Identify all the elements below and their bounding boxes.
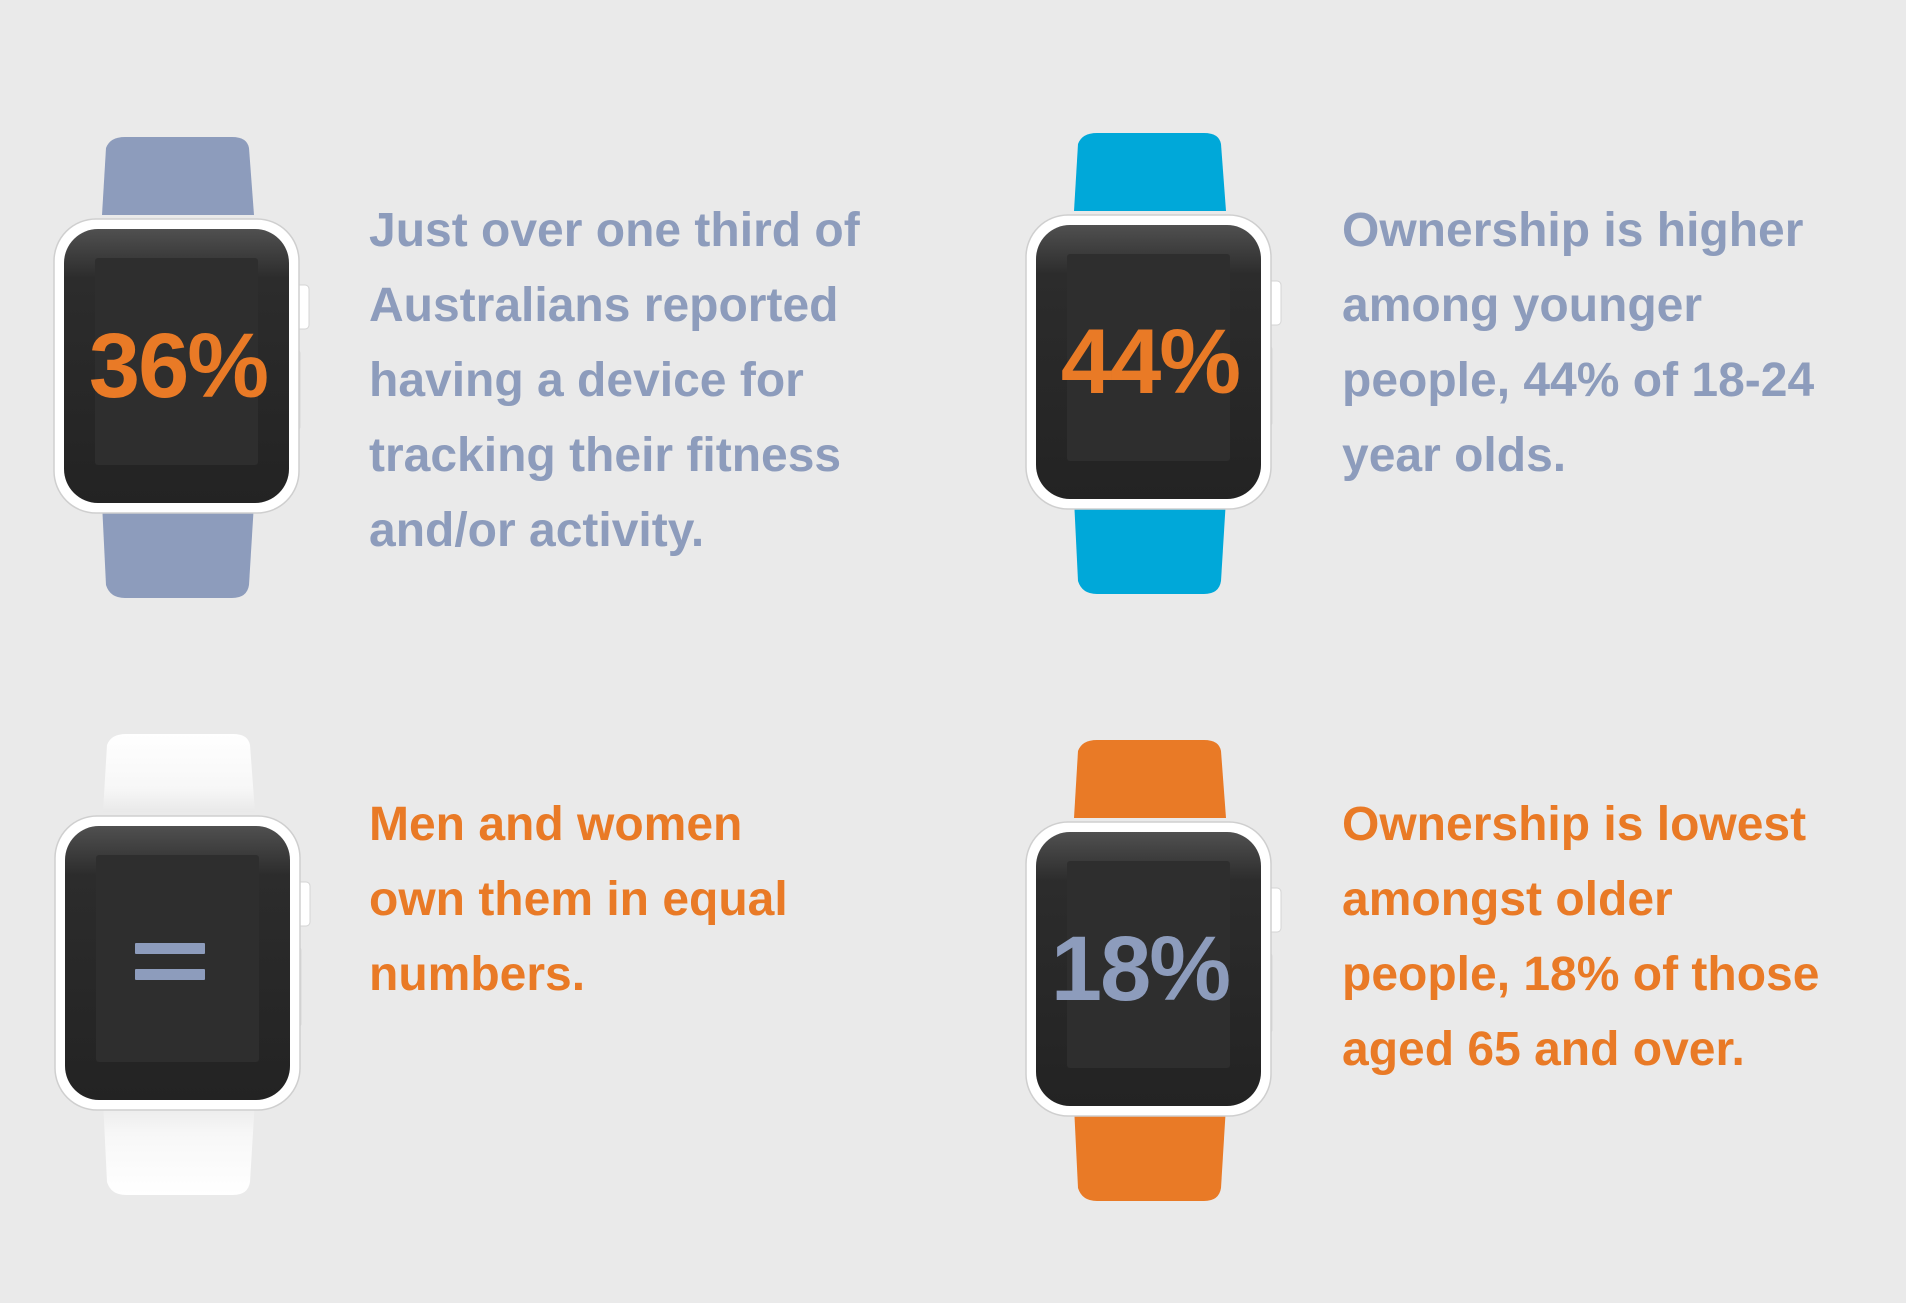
stat-description: Ownership is higher among younger people… [1342,193,1814,493]
stat-description: Ownership is lowest amongst older people… [1342,787,1819,1087]
stat-text-line: Men and women [369,798,743,851]
fitness-watch-graphic: 36% [50,133,310,603]
smartwatch-icon [53,137,310,598]
stat-text-line: people, 44% of 18-24 [1342,354,1815,407]
stat-text-line: year olds. [1342,429,1567,482]
stat-value: 36% [88,314,269,417]
smartwatch-icon [1025,133,1282,594]
stat-text-line: tracking their fitness [369,429,842,482]
stat-text-line: numbers. [369,948,586,1001]
fitness-watch-graphic: 18% [1022,736,1282,1206]
stat-text-line: own them in equal [369,873,788,926]
stat-text-line: and/or activity. [369,504,705,557]
stat-value: 18% [1050,917,1231,1020]
fitness-watch-graphic [51,730,311,1200]
stat-text-line: amongst older [1342,873,1673,926]
stat-text-line: Just over one third of [369,204,860,257]
stat-text-line: aged 65 and over. [1342,1023,1745,1076]
stat-text-line: among younger [1342,279,1703,332]
stat-text-line: Ownership is higher [1342,204,1804,257]
stat-description: Just over one third of Australians repor… [369,193,860,568]
fitness-watch-graphic: 44% [1022,129,1282,599]
stat-text-line: people, 18% of those [1342,948,1820,1001]
stat-value: 44% [1060,310,1241,413]
smartwatch-icon [54,734,311,1195]
stat-text-line: Ownership is lowest [1342,798,1807,851]
smartwatch-icon [1025,740,1282,1201]
stat-text-line: having a device for [369,354,804,407]
stat-text-line: Australians reported [369,279,839,332]
stat-description: Men and women own them in equal numbers. [369,787,788,1012]
